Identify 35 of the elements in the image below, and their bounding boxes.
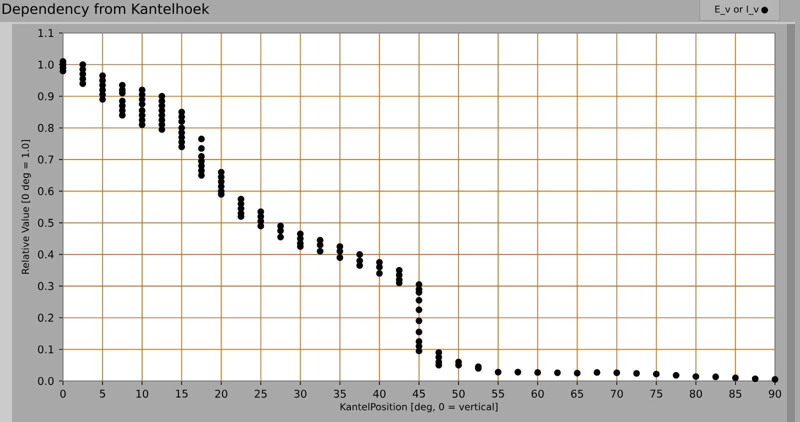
y-tick-label: 0.7 — [38, 156, 54, 164]
y-tick-label: 1.1 — [38, 29, 54, 37]
x-tick-label: 45 — [412, 390, 425, 398]
x-tick-label: 90 — [768, 390, 782, 398]
x-tick-label: 70 — [610, 390, 623, 398]
y-tick-label: 0.5 — [38, 218, 54, 227]
x-tick-label: 0 — [60, 390, 66, 398]
x-tick-label: 20 — [215, 390, 228, 398]
y-tick-label: 0.9 — [38, 92, 54, 100]
y-tick-label: 1.0 — [38, 60, 54, 69]
chart-title: Dependency from Kantelhoek — [2, 3, 210, 17]
x-tick-label: 60 — [532, 390, 544, 398]
y-tick-label: 0.6 — [38, 187, 54, 196]
x-tick-label: 5 — [100, 390, 106, 398]
x-tick-label: 50 — [452, 390, 465, 398]
legend-label: E_v or I_v — [715, 6, 759, 15]
y-tick-label: 0.8 — [38, 124, 54, 132]
y-tick-label: 0.2 — [38, 314, 54, 322]
x-tick-label: 10 — [136, 390, 148, 398]
x-tick-label: 35 — [334, 390, 346, 398]
x-tick-label: 80 — [690, 390, 702, 398]
x-tick-label: 85 — [729, 390, 742, 398]
y-tick-label: 0.3 — [38, 282, 54, 290]
x-tick-label: 55 — [492, 390, 504, 398]
x-tick-label: 65 — [571, 390, 584, 398]
y-axis-title: Relative Value [0 deg = 1.0] — [22, 140, 31, 274]
x-tick-label: 30 — [294, 390, 306, 398]
x-tick-label: 75 — [650, 390, 662, 398]
y-tick-label: 0.4 — [38, 250, 54, 258]
x-tick-label: 15 — [176, 390, 188, 398]
x-axis-title: KantelPosition [deg, 0 = vertical] — [340, 402, 498, 412]
x-tick-label: 40 — [373, 390, 386, 398]
y-tick-label: 0.1 — [38, 345, 54, 354]
y-tick-label: 0.0 — [38, 376, 54, 386]
x-tick-label: 25 — [254, 390, 267, 398]
